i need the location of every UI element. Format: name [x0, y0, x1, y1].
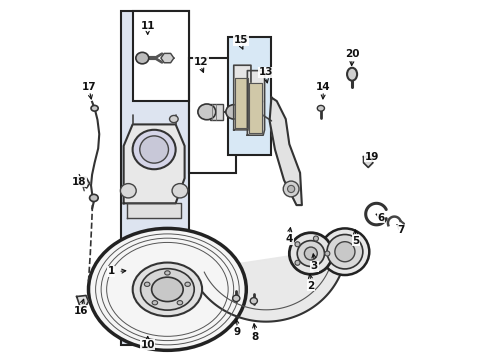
Ellipse shape: [313, 236, 318, 241]
Ellipse shape: [294, 260, 300, 265]
Bar: [188, 58, 235, 173]
Ellipse shape: [324, 251, 329, 256]
Ellipse shape: [313, 266, 318, 271]
Polygon shape: [363, 157, 372, 167]
Polygon shape: [77, 296, 88, 307]
Ellipse shape: [151, 277, 183, 302]
Text: 19: 19: [364, 152, 378, 162]
Polygon shape: [247, 71, 264, 135]
Text: 8: 8: [251, 332, 258, 342]
Polygon shape: [123, 125, 184, 203]
Ellipse shape: [320, 228, 368, 275]
Text: 12: 12: [193, 57, 207, 67]
Ellipse shape: [289, 233, 332, 274]
Ellipse shape: [144, 282, 150, 287]
Ellipse shape: [346, 68, 356, 81]
Text: 2: 2: [306, 281, 314, 291]
Ellipse shape: [283, 181, 298, 197]
Text: 10: 10: [140, 340, 155, 350]
Ellipse shape: [326, 234, 362, 269]
Polygon shape: [233, 65, 250, 130]
Bar: [228, 37, 271, 155]
Bar: [210, 104, 223, 120]
Ellipse shape: [177, 301, 183, 305]
Text: 3: 3: [310, 261, 317, 271]
Ellipse shape: [184, 282, 190, 287]
Ellipse shape: [198, 104, 215, 120]
Bar: [121, 12, 188, 345]
Text: 18: 18: [72, 177, 86, 187]
Text: 15: 15: [233, 35, 247, 45]
Ellipse shape: [152, 301, 157, 305]
Ellipse shape: [287, 185, 294, 193]
Ellipse shape: [304, 247, 317, 260]
Ellipse shape: [120, 184, 136, 198]
Ellipse shape: [89, 194, 98, 202]
Ellipse shape: [169, 116, 178, 123]
Text: 9: 9: [233, 327, 241, 337]
Polygon shape: [190, 247, 346, 321]
Polygon shape: [78, 177, 89, 188]
Text: 4: 4: [285, 234, 292, 244]
Ellipse shape: [140, 269, 194, 310]
Text: 11: 11: [140, 21, 155, 31]
Text: 5: 5: [351, 236, 359, 246]
Ellipse shape: [91, 105, 98, 111]
Text: 7: 7: [396, 225, 404, 235]
Polygon shape: [161, 53, 174, 63]
Ellipse shape: [334, 242, 354, 262]
Text: 6: 6: [376, 213, 384, 222]
Ellipse shape: [164, 271, 170, 275]
Ellipse shape: [294, 242, 300, 247]
Polygon shape: [127, 203, 181, 218]
Text: 14: 14: [315, 82, 330, 92]
Text: 1: 1: [107, 266, 115, 276]
Text: 17: 17: [82, 82, 97, 92]
Ellipse shape: [250, 298, 257, 304]
Polygon shape: [248, 83, 261, 134]
Ellipse shape: [172, 184, 187, 198]
Ellipse shape: [88, 228, 246, 350]
Ellipse shape: [297, 240, 324, 266]
Ellipse shape: [140, 136, 168, 163]
Ellipse shape: [232, 295, 239, 302]
Bar: [133, 12, 188, 101]
Text: 16: 16: [74, 306, 88, 316]
Ellipse shape: [136, 52, 148, 64]
Text: 20: 20: [344, 49, 359, 59]
Ellipse shape: [225, 105, 241, 119]
Text: 13: 13: [258, 67, 273, 77]
Polygon shape: [269, 98, 301, 205]
Ellipse shape: [317, 105, 324, 111]
Ellipse shape: [132, 130, 175, 169]
Polygon shape: [235, 78, 247, 128]
Ellipse shape: [132, 262, 202, 316]
